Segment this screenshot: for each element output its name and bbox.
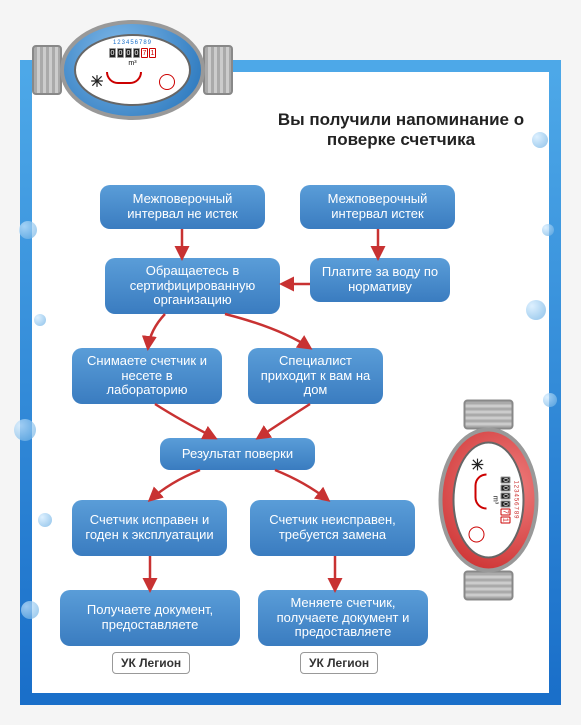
flow-node-n11: Меняете счетчик, получаете документ и пр…: [258, 590, 428, 646]
water-meter-red: 123456789 000071 m³: [429, 418, 549, 583]
meter-unit: m³: [492, 444, 499, 557]
meter-reading: 000071: [501, 477, 511, 524]
flow-node-n5: Снимаете счетчик и несете в лабораторию: [72, 348, 222, 404]
flow-node-n8: Счетчик исправен и годен к эксплуатации: [72, 500, 227, 556]
flow-node-n10: Получаете документ, предоставляете: [60, 590, 240, 646]
meter-reading: 000071: [109, 48, 156, 58]
infographic-title: Вы получили напоминание о поверке счетчи…: [271, 110, 531, 151]
meter-serial: 123456789: [513, 444, 519, 557]
company-tag: УК Легион: [300, 652, 378, 674]
water-meter-blue: 123456789 000071 m³: [50, 10, 215, 130]
flow-node-n6: Специалист приходит к вам на дом: [248, 348, 383, 404]
company-tag: УК Легион: [112, 652, 190, 674]
flow-node-n3: Обращаетесь в сертифицированную организа…: [105, 258, 280, 314]
meter-serial: 123456789: [76, 40, 189, 46]
flow-node-n4: Платите за воду по нормативу: [310, 258, 450, 302]
flow-node-n2: Межповерочный интервал истек: [300, 185, 455, 229]
flow-node-n9: Счетчик неисправен, требуется замена: [250, 500, 415, 556]
flow-node-n1: Межповерочный интервал не истек: [100, 185, 265, 229]
meter-unit: m³: [76, 60, 189, 67]
flow-node-n7: Результат поверки: [160, 438, 315, 470]
